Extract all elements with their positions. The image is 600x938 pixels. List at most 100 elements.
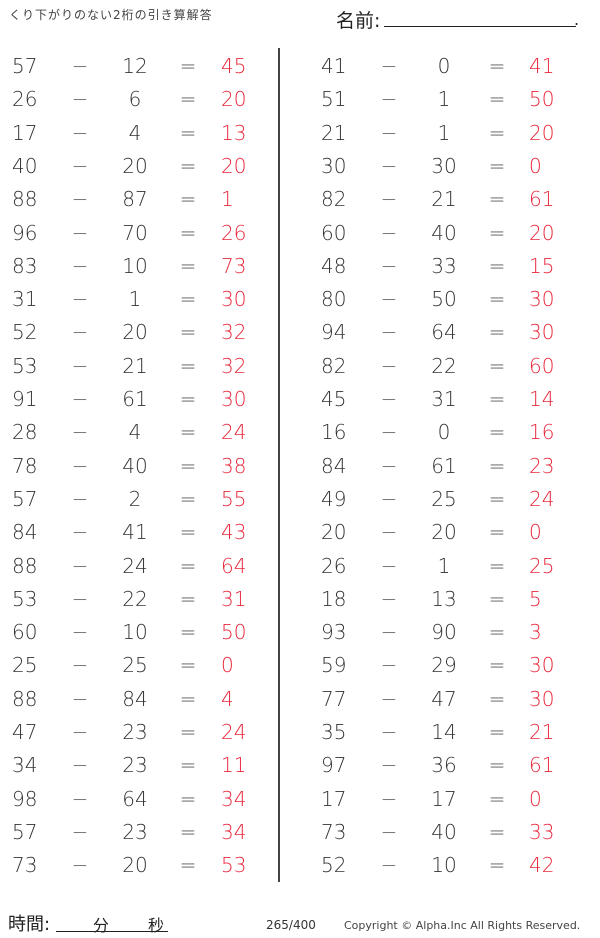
answer: 11 — [221, 753, 247, 778]
answer: 0 — [529, 520, 542, 545]
answer: 61 — [529, 753, 555, 778]
subtrahend: 33 — [431, 253, 457, 278]
minus-sign: − — [71, 387, 89, 411]
subtrahend: 0 — [437, 54, 451, 78]
subtrahend: 23 — [122, 819, 148, 844]
minuend: 49 — [321, 486, 347, 511]
minuend: 82 — [321, 187, 347, 212]
answer: 30 — [529, 320, 555, 345]
equals-sign: = — [488, 819, 506, 844]
minus-sign: − — [71, 853, 89, 878]
minus-sign: − — [380, 520, 398, 545]
minus-sign: − — [71, 520, 89, 545]
minus-sign: − — [380, 753, 398, 778]
minuend: 77 — [321, 686, 347, 711]
time-label: 時間: — [8, 914, 51, 935]
subtrahend: 14 — [431, 720, 457, 744]
minus-sign: − — [71, 553, 89, 578]
name-dot: . — [574, 10, 580, 29]
subtrahend: 30 — [431, 153, 457, 178]
answer: 42 — [529, 853, 555, 878]
equals-sign: = — [488, 686, 506, 711]
subtrahend: 20 — [431, 520, 457, 545]
minuend: 88 — [12, 553, 38, 578]
minus-sign: − — [380, 87, 398, 112]
equals-sign: = — [179, 753, 197, 778]
minus-sign: − — [380, 720, 398, 744]
subtrahend: 20 — [122, 320, 148, 345]
minuend: 88 — [12, 187, 38, 212]
equals-sign: = — [179, 120, 197, 145]
answer: 38 — [221, 453, 247, 478]
minus-sign: − — [71, 87, 89, 112]
answer: 16 — [529, 420, 555, 445]
minuend: 40 — [12, 153, 38, 178]
minus-sign: − — [380, 653, 398, 678]
subtrahend: 25 — [122, 653, 148, 678]
equals-sign: = — [488, 87, 506, 112]
answer: 13 — [221, 120, 247, 145]
equals-sign: = — [488, 187, 506, 212]
minuend: 26 — [321, 553, 347, 578]
subtrahend: 50 — [431, 287, 457, 312]
answer: 23 — [529, 453, 555, 478]
answer: 53 — [221, 853, 247, 878]
answer: 26 — [221, 220, 247, 245]
equals-sign: = — [179, 786, 197, 811]
answer: 31 — [221, 586, 247, 611]
answer: 41 — [529, 54, 555, 78]
minuend: 78 — [12, 453, 38, 478]
name-label: 名前: — [336, 10, 381, 32]
subtrahend: 6 — [128, 87, 142, 112]
minus-sign: − — [71, 287, 89, 312]
answer: 24 — [221, 720, 247, 744]
minus-sign: − — [380, 819, 398, 844]
equals-sign: = — [179, 486, 197, 511]
equals-sign: = — [179, 187, 197, 212]
seconds-label: 秒 — [148, 916, 165, 935]
minus-sign: − — [380, 786, 398, 811]
subtrahend: 70 — [122, 220, 148, 245]
answer: 20 — [221, 87, 247, 112]
minuend: 73 — [321, 819, 347, 844]
subtrahend: 40 — [122, 453, 148, 478]
answer: 24 — [529, 486, 555, 511]
subtrahend: 1 — [128, 287, 142, 312]
minus-sign: − — [71, 486, 89, 511]
minus-sign: − — [380, 453, 398, 478]
minuend: 17 — [12, 120, 38, 145]
minus-sign: − — [380, 486, 398, 511]
equals-sign: = — [488, 287, 506, 312]
minus-sign: − — [71, 686, 89, 711]
copyright: Copyright © Alpha.Inc All Rights Reserve… — [344, 919, 581, 932]
minus-sign: − — [380, 853, 398, 878]
subtrahend: 36 — [431, 753, 457, 778]
subtrahend: 13 — [431, 586, 457, 611]
equals-sign: = — [488, 653, 506, 678]
subtrahend: 10 — [122, 620, 148, 645]
minuend: 57 — [12, 486, 38, 511]
equals-sign: = — [488, 586, 506, 611]
minuend: 53 — [12, 353, 38, 378]
minuend: 47 — [12, 720, 38, 744]
equals-sign: = — [179, 54, 197, 78]
minuend: 17 — [321, 786, 347, 811]
minuend: 80 — [321, 287, 347, 312]
subtrahend: 12 — [122, 54, 148, 78]
minus-sign: − — [71, 819, 89, 844]
subtrahend: 64 — [122, 786, 148, 811]
equals-sign: = — [488, 120, 506, 145]
equals-sign: = — [179, 220, 197, 245]
equals-sign: = — [488, 486, 506, 511]
minus-sign: − — [71, 320, 89, 345]
minus-sign: − — [380, 387, 398, 411]
answer: 30 — [529, 287, 555, 312]
minuend: 18 — [321, 586, 347, 611]
minus-sign: − — [380, 253, 398, 278]
minus-sign: − — [380, 54, 398, 78]
answer: 25 — [529, 553, 555, 578]
answer: 61 — [529, 187, 555, 212]
minuend: 21 — [321, 120, 347, 145]
minuend: 57 — [12, 819, 38, 844]
minuend: 16 — [321, 420, 347, 445]
